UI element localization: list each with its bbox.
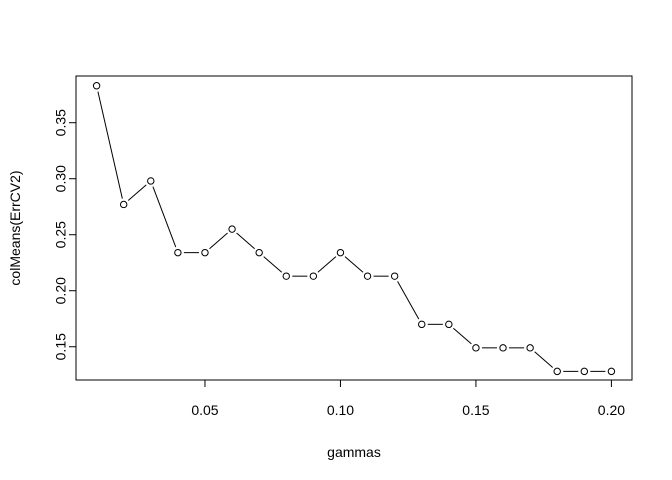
- data-point: [418, 320, 426, 329]
- y-axis: 0.15 0.20 0.25 0.30 0.35: [53, 109, 77, 360]
- data-point: [174, 248, 182, 257]
- x-tick-label: 0.10: [327, 402, 354, 418]
- data-point: [499, 344, 507, 352]
- data-point: [282, 272, 290, 280]
- line-segment: [263, 256, 283, 273]
- data-point: [472, 344, 480, 352]
- x-axis: 0.05 0.10 0.15 0.20: [191, 379, 625, 418]
- line-segment: [317, 256, 337, 273]
- data-point: [336, 248, 345, 257]
- y-tick-label: 0.25: [53, 221, 69, 248]
- line-segment: [453, 327, 472, 345]
- data-point: [363, 272, 372, 280]
- line-segment: [236, 232, 255, 250]
- line-segment: [397, 281, 420, 320]
- data-point: [390, 272, 399, 280]
- y-tick-label: 0.15: [53, 333, 69, 360]
- x-tick-label: 0.20: [598, 402, 625, 418]
- data-point: [92, 82, 101, 90]
- y-tick-label: 0.35: [53, 109, 69, 136]
- series-line: [97, 91, 606, 372]
- line-segment: [152, 186, 177, 248]
- data-point: [201, 248, 209, 257]
- data-point: [607, 367, 616, 376]
- data-point: [553, 367, 561, 376]
- y-axis-title: colMeans(ErrCV2): [7, 170, 23, 285]
- x-tick-label: 0.05: [191, 402, 218, 418]
- data-point: [228, 225, 236, 233]
- series-points: [92, 82, 616, 376]
- line-segment: [534, 351, 554, 368]
- data-point: [147, 177, 155, 185]
- line-segment: [127, 184, 147, 201]
- plot-frame: [75, 75, 633, 381]
- data-point: [580, 367, 589, 376]
- data-point: [255, 248, 263, 257]
- data-point: [309, 272, 318, 280]
- data-point: [526, 344, 534, 352]
- y-tick-label: 0.30: [53, 165, 69, 192]
- y-tick-label: 0.20: [53, 277, 69, 304]
- data-point: [445, 320, 453, 329]
- line-segment: [344, 256, 364, 273]
- line-segment: [209, 232, 228, 250]
- x-tick-label: 0.15: [462, 402, 489, 418]
- x-axis-title: gammas: [327, 444, 381, 460]
- line-segment: [97, 91, 123, 199]
- data-point: [119, 200, 128, 209]
